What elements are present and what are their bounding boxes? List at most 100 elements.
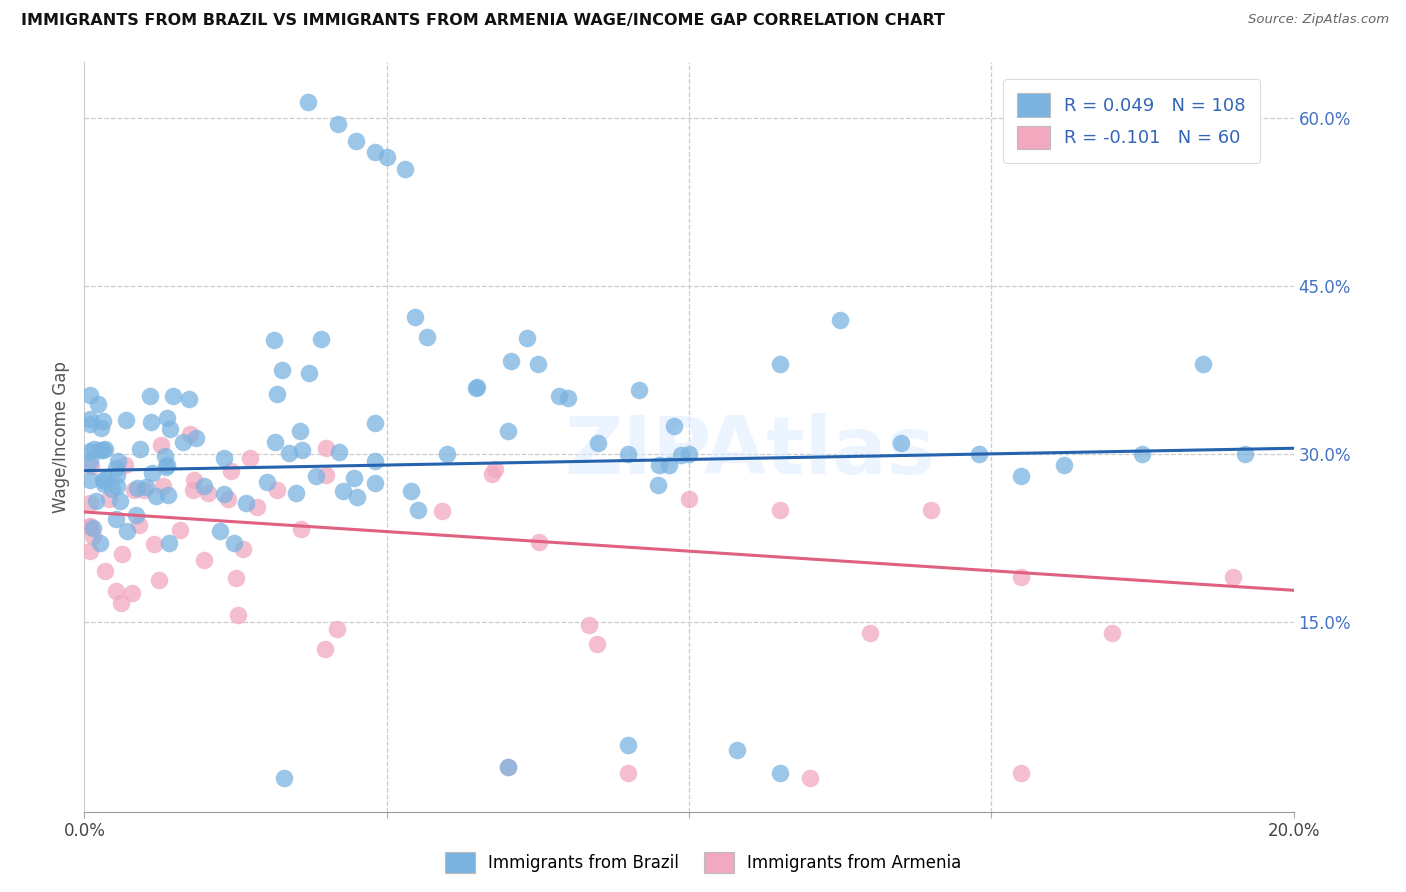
Point [110, 596, 132, 610]
Point [152, 479, 174, 493]
Point [1222, 570, 1244, 584]
Point [172, 435, 194, 450]
Text: IMMIGRANTS FROM BRAZIL VS IMMIGRANTS FROM ARMENIA WAGE/INCOME GAP CORRELATION CH: IMMIGRANTS FROM BRAZIL VS IMMIGRANTS FRO… [21, 13, 945, 29]
Point [273, 771, 295, 785]
Point [91, 473, 114, 487]
Point [1192, 358, 1215, 372]
Point [177, 392, 200, 406]
Point [657, 458, 679, 472]
Point [89, 536, 111, 550]
Point [179, 427, 201, 442]
Point [82, 529, 104, 543]
Point [97, 492, 120, 507]
Point [627, 383, 650, 397]
Point [79, 496, 101, 510]
Point [404, 310, 426, 324]
Point [496, 760, 519, 774]
Point [193, 553, 215, 567]
Point [1011, 469, 1033, 483]
Point [465, 381, 488, 395]
Point [467, 380, 489, 394]
Point [91, 443, 114, 458]
Point [315, 467, 337, 482]
Point [297, 366, 319, 380]
Point [557, 391, 579, 405]
Point [104, 461, 127, 475]
Point [264, 435, 287, 450]
Point [100, 482, 122, 496]
Point [769, 358, 792, 372]
Point [226, 608, 249, 623]
Point [585, 637, 607, 651]
Point [617, 447, 640, 461]
Point [79, 454, 101, 468]
Point [83, 442, 105, 456]
Point [1053, 458, 1076, 472]
Point [149, 438, 172, 452]
Legend: R = 0.049   N = 108, R = -0.101   N = 60: R = 0.049 N = 108, R = -0.101 N = 60 [1002, 79, 1260, 163]
Point [481, 467, 503, 482]
Point [79, 443, 101, 458]
Point [128, 517, 150, 532]
Point [80, 458, 103, 473]
Point [920, 502, 942, 516]
Point [219, 464, 242, 478]
Point [527, 358, 550, 372]
Point [87, 397, 110, 411]
Point [270, 362, 292, 376]
Point [193, 478, 215, 492]
Point [617, 738, 640, 752]
Point [263, 333, 285, 347]
Point [183, 473, 205, 487]
Point [799, 771, 821, 785]
Point [91, 414, 114, 428]
Point [859, 625, 882, 640]
Point [769, 502, 792, 516]
Point [105, 467, 128, 482]
Point [128, 442, 150, 456]
Point [169, 523, 191, 537]
Point [332, 483, 354, 498]
Point [290, 522, 312, 536]
Point [328, 117, 350, 131]
Point [363, 454, 385, 468]
Point [830, 312, 852, 326]
Point [890, 435, 912, 450]
Point [121, 585, 143, 599]
Point [363, 145, 385, 159]
Point [1011, 570, 1033, 584]
Point [499, 354, 522, 368]
Point [132, 483, 155, 498]
Point [184, 431, 207, 445]
Point [297, 95, 319, 109]
Point [90, 421, 112, 435]
Point [82, 521, 104, 535]
Point [314, 641, 336, 656]
Point [235, 495, 257, 509]
Point [143, 537, 166, 551]
Point [529, 534, 551, 549]
Point [159, 422, 181, 436]
Point [304, 468, 326, 483]
Point [678, 491, 700, 506]
Legend: Immigrants from Brazil, Immigrants from Armenia: Immigrants from Brazil, Immigrants from … [437, 846, 969, 880]
Point [725, 743, 748, 757]
Point [104, 511, 127, 525]
Point [107, 453, 129, 467]
Point [93, 564, 115, 578]
Point [309, 332, 332, 346]
Point [246, 500, 269, 514]
Point [648, 458, 671, 472]
Point [967, 447, 990, 461]
Point [156, 458, 179, 472]
Point [588, 435, 610, 450]
Point [315, 441, 337, 455]
Point [79, 519, 101, 533]
Point [266, 483, 288, 498]
Point [79, 417, 101, 431]
Point [416, 330, 439, 344]
Point [135, 481, 157, 495]
Text: Source: ZipAtlas.com: Source: ZipAtlas.com [1249, 13, 1389, 27]
Point [79, 412, 101, 426]
Point [346, 134, 368, 148]
